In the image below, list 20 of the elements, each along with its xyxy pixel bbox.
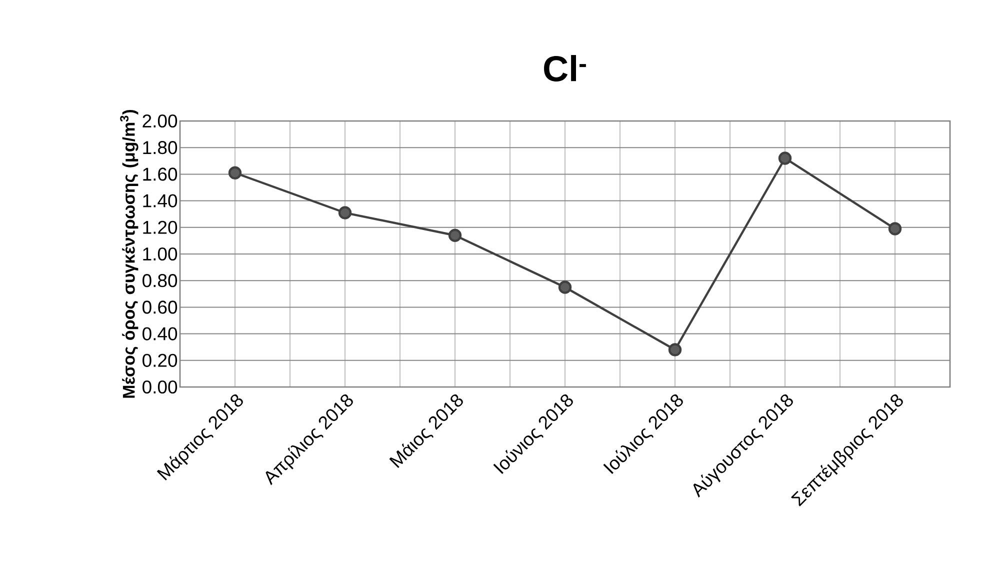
y-axis-title: Μέσος όρος συγκέντρωσης (μg/m$^{3}$)	[120, 110, 138, 398]
y-tick-label: 0.20	[142, 354, 178, 367]
point	[228, 166, 242, 180]
point	[668, 343, 682, 356]
point	[448, 228, 462, 242]
y-tick-label: 0.40	[142, 327, 178, 340]
chart-title: Cl$^{-}$	[544, 55, 586, 82]
point	[778, 152, 792, 165]
y-tick-label: 0.80	[142, 274, 178, 288]
y-tick-label: 1.00	[143, 247, 178, 261]
y-tick-label: 0.60	[142, 300, 178, 314]
point	[338, 206, 352, 220]
y-tick-label: 2.00	[142, 114, 178, 128]
y-tick-label: 0.00	[142, 380, 178, 394]
point	[558, 280, 572, 294]
y-tick-label: 1.20	[143, 220, 178, 234]
y-tick-label: 1.40	[143, 194, 178, 208]
point	[888, 222, 902, 236]
y-tick-label: 1.60	[143, 168, 178, 181]
y-tick-label: 1.80	[143, 141, 178, 154]
